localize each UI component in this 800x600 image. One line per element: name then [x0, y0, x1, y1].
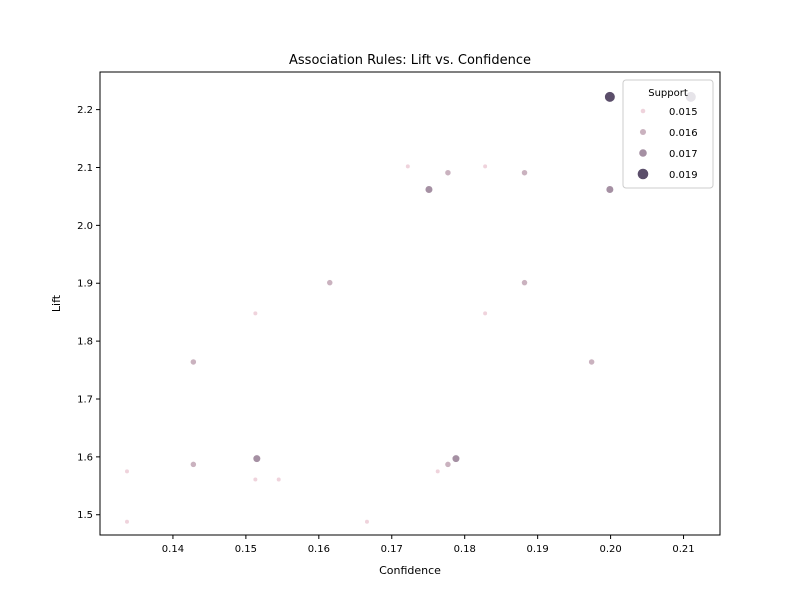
legend-marker: [639, 149, 647, 157]
scatter-point: [252, 476, 258, 483]
scatter-point: [604, 91, 616, 103]
y-tick-label: 1.7: [77, 394, 93, 405]
scatter-point: [444, 169, 452, 177]
scatter-point: [482, 163, 488, 169]
legend-marker: [639, 128, 647, 136]
y-axis: 1.5 1.6 1.7 1.8 1.9 2.0 2.1 2.2: [77, 105, 100, 521]
scatter-point: [252, 454, 261, 463]
y-tick-label: 1.6: [77, 452, 93, 463]
y-tick-label: 1.5: [77, 510, 93, 521]
x-tick-label: 0.14: [162, 544, 184, 555]
legend-title: Support: [648, 88, 688, 99]
x-tick-label: 0.18: [454, 544, 476, 555]
scatter-point: [190, 461, 197, 468]
y-tick-label: 2.2: [77, 105, 93, 116]
scatter-point: [588, 358, 595, 366]
scatter-point: [444, 461, 452, 468]
x-axis: 0.14 0.15 0.16 0.17 0.18 0.19 0.20 0.21: [162, 535, 695, 555]
legend-label: 0.016: [669, 128, 698, 139]
scatter-point: [276, 476, 282, 483]
legend-label: 0.017: [669, 149, 698, 160]
legend: Support 0.015 0.016 0.017 0.019: [622, 79, 714, 189]
legend-entries: 0.015 0.016 0.017 0.019: [637, 107, 698, 181]
x-tick-label: 0.20: [599, 544, 621, 555]
x-tick-label: 0.17: [381, 544, 403, 555]
x-tick-label: 0.15: [235, 544, 257, 555]
scatter-point: [435, 468, 441, 474]
scatter-point: [124, 519, 130, 525]
scatter-point: [405, 163, 411, 169]
y-tick-label: 2.0: [77, 221, 93, 232]
scatter-point: [605, 185, 614, 194]
y-axis-label: Lift: [50, 294, 63, 312]
axes-frame: [99, 71, 721, 536]
scatter-point: [424, 185, 434, 194]
y-tick-label: 1.9: [77, 279, 93, 290]
scatter-point: [451, 454, 461, 463]
y-tick-label: 1.8: [77, 337, 93, 348]
legend-marker: [637, 168, 649, 180]
x-axis-label: Confidence: [379, 564, 441, 577]
scatter-point: [326, 279, 334, 287]
scatter-point: [521, 279, 528, 287]
scatter-point: [364, 519, 370, 525]
legend-marker: [640, 108, 646, 114]
scatter-point: [190, 358, 197, 366]
scatter-point: [521, 169, 528, 177]
scatter-point: [124, 468, 130, 474]
chart-title: Association Rules: Lift vs. Confidence: [289, 53, 531, 68]
scatter-point: [482, 310, 488, 316]
x-tick-label: 0.16: [308, 544, 330, 555]
scatter-point: [252, 310, 258, 316]
legend-label: 0.019: [669, 170, 698, 181]
x-tick-label: 0.21: [672, 544, 694, 555]
legend-label: 0.015: [669, 107, 698, 118]
x-tick-label: 0.19: [527, 544, 549, 555]
y-tick-label: 2.1: [77, 163, 93, 174]
legend-box: [622, 79, 714, 189]
